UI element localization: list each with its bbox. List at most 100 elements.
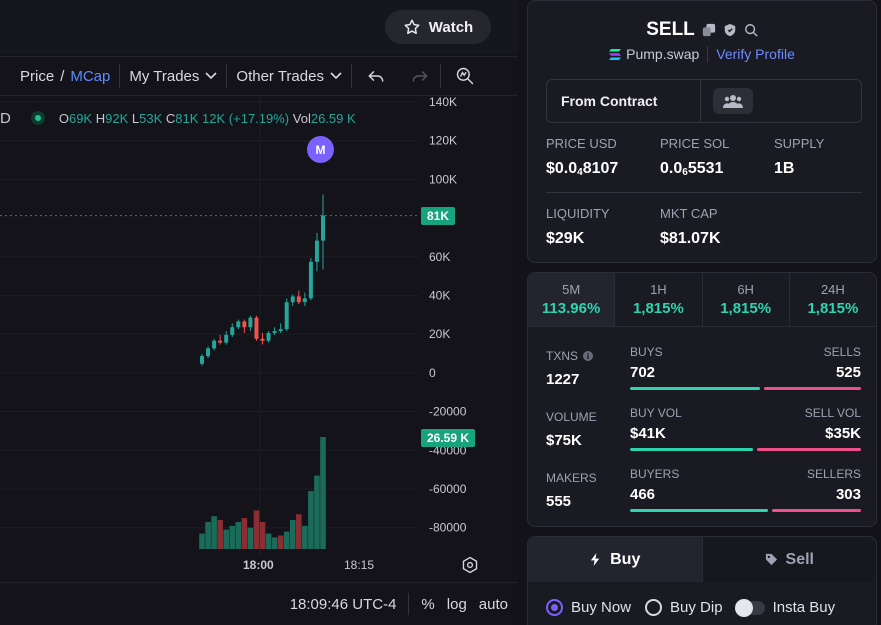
tab-5m[interactable]: 5M 113.96%: [528, 273, 616, 326]
contract-box: From Contract: [546, 79, 862, 123]
watch-button[interactable]: Watch: [385, 10, 491, 44]
volume-bar: [253, 510, 260, 549]
log-scale-toggle[interactable]: log: [446, 595, 467, 613]
contract-label[interactable]: From Contract: [547, 80, 701, 122]
trade-tabs: Buy Sell: [528, 537, 876, 582]
y-axis-tick-label: 0: [429, 366, 436, 380]
tab-change: 1,815%: [632, 300, 684, 317]
info-icon[interactable]: [583, 351, 594, 361]
search-icon[interactable]: [744, 23, 758, 37]
tab-change: 1,815%: [807, 300, 859, 317]
indicator-button[interactable]: [441, 64, 489, 88]
stat-value: 1227: [546, 371, 580, 388]
undo-button[interactable]: [352, 64, 400, 88]
last-volume-tag: 26.59 K: [421, 429, 476, 447]
trade-marker[interactable]: M: [307, 136, 334, 163]
stat-price-sol: PRICE SOL 0.065531: [660, 136, 729, 178]
token-subline: Pump.swap Verify Profile: [528, 46, 876, 62]
tab-6h[interactable]: 6H 1,815%: [703, 273, 790, 326]
stat-value: $75K: [546, 432, 582, 449]
mcap-toggle-label[interactable]: MCap: [70, 67, 111, 85]
stat-liquidity: LIQUIDITY $29K: [546, 206, 610, 248]
shield-icon[interactable]: [723, 23, 737, 37]
stat-label: PRICE USD: [546, 136, 617, 151]
tab-buy[interactable]: Buy: [528, 537, 702, 582]
footer-divider: [408, 593, 410, 615]
clock-readout: 18:09:46 UTC-4: [289, 595, 397, 613]
stat-label: VOLUME: [546, 410, 597, 424]
chart-header: Watch: [0, 0, 518, 54]
tag-icon: [765, 553, 777, 566]
price-toggle-label[interactable]: Price: [20, 67, 55, 85]
dex-name: Pump.swap: [626, 46, 700, 62]
live-status-icon: [30, 111, 45, 125]
buyers-value: 466: [630, 486, 656, 503]
tab-change: 113.96%: [541, 300, 601, 317]
watch-label: Watch: [428, 18, 474, 36]
volume-bar: [308, 491, 314, 549]
volume-bar: [314, 475, 320, 549]
gear-icon[interactable]: [461, 556, 479, 574]
holders-group: [701, 80, 753, 122]
tab-24h[interactable]: 24H 1,815%: [790, 273, 876, 326]
txns-stat: TXNS 1227: [546, 349, 594, 388]
volume-bar: [223, 529, 229, 549]
price-chart[interactable]: 140K120K100K60K40K20K0-20000-40000-60000…: [0, 96, 518, 582]
copy-icon[interactable]: [702, 23, 716, 37]
my-trades-dropdown[interactable]: My Trades: [120, 64, 226, 88]
ohlc-legend: D O 69K H 92K L 53K C 81K 12K (+17.19%) Vol 2…: [0, 108, 356, 128]
volume-stat: VOLUME $75K: [546, 410, 597, 449]
x-axis-tick-label: 18:00: [243, 558, 274, 572]
volume-bar: [199, 533, 205, 549]
makers-split: BUYERS SELLERS 466 303: [630, 467, 861, 512]
sells-label: SELLS: [823, 345, 861, 359]
chart-pane: Watch Price / MCap My Trades Other Trade…: [0, 0, 518, 625]
buy-now-option[interactable]: Buy Now: [546, 599, 631, 616]
stat-value: $29K: [546, 230, 585, 247]
radio-icon[interactable]: [645, 599, 663, 616]
chart-toolbar: Price / MCap My Trades Other Trades: [0, 56, 518, 96]
redo-button[interactable]: [400, 64, 440, 88]
ratio-bar: [630, 448, 861, 451]
buy-vol-value: $41K: [630, 425, 666, 442]
tab-1h[interactable]: 1H 1,815%: [615, 273, 703, 326]
ohlc-change: 12K (+17.19%): [202, 110, 290, 126]
buy-mode-options: Buy Now Buy Dip Insta Buy: [546, 598, 835, 617]
buys-label: BUYS: [630, 345, 663, 359]
price-mcap-toggle[interactable]: Price / MCap: [0, 64, 119, 88]
insta-buy-toggle[interactable]: [734, 598, 765, 617]
volume-bar: [247, 527, 254, 549]
ratio-bar: [630, 509, 861, 512]
insta-buy-option[interactable]: Insta Buy: [734, 598, 835, 617]
candle-body: [218, 340, 223, 343]
radio-selected-icon[interactable]: [546, 599, 563, 616]
tab-sell[interactable]: Sell: [701, 537, 876, 582]
buy-dip-option[interactable]: Buy Dip: [645, 599, 723, 616]
other-trades-dropdown[interactable]: Other Trades: [227, 64, 351, 88]
toolbar-divider: [119, 64, 121, 88]
volume-bar: [302, 525, 308, 549]
stat-label: MAKERS: [546, 471, 597, 485]
verify-profile-link[interactable]: Verify Profile: [716, 46, 795, 62]
holders-button[interactable]: [713, 88, 753, 114]
activity-card: 5M 113.96% 1H 1,815% 6H 1,815% 24H 1,815…: [527, 272, 877, 527]
toolbar-divider: [350, 64, 352, 88]
auto-scale-toggle[interactable]: auto: [478, 595, 508, 613]
buyers-label: BUYERS: [630, 467, 680, 481]
token-header: SELL: [528, 19, 876, 41]
dex-link[interactable]: Pump.swap: [609, 46, 699, 62]
makers-stat: MAKERS 555: [546, 471, 597, 510]
y-axis-tick-label: 120K: [429, 134, 457, 148]
stat-label: MKT CAP: [660, 206, 718, 221]
candle-body: [302, 298, 307, 303]
candle-body: [266, 333, 271, 341]
ohlc-h-value: 92K: [105, 110, 129, 126]
chart-footer: 18:09:46 UTC-4 % log auto: [0, 582, 518, 625]
y-axis-tick-label: 60K: [429, 250, 450, 264]
ohlc-o-label: O: [58, 110, 69, 126]
percent-scale-toggle[interactable]: %: [421, 595, 435, 613]
buy-vol-label: BUY VOL: [630, 406, 682, 420]
undo-icon: [368, 71, 384, 82]
volume-bar: [289, 520, 296, 549]
tab-sell-label: Sell: [785, 550, 814, 568]
